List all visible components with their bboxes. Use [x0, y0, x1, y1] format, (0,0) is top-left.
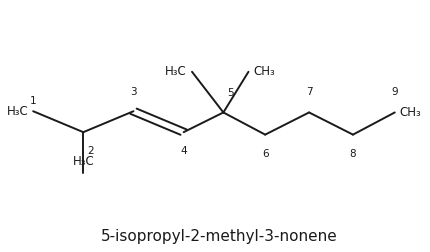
- Text: 5-isopropyl-2-methyl-3-nonene: 5-isopropyl-2-methyl-3-nonene: [101, 229, 337, 244]
- Text: 9: 9: [390, 87, 397, 97]
- Text: 7: 7: [305, 87, 312, 97]
- Text: 4: 4: [180, 146, 187, 156]
- Text: 8: 8: [349, 149, 356, 159]
- Text: H₃C: H₃C: [165, 65, 187, 78]
- Text: H₃C: H₃C: [6, 105, 28, 118]
- Text: 2: 2: [87, 146, 94, 156]
- Text: H₃C: H₃C: [72, 155, 94, 168]
- Text: 3: 3: [130, 87, 136, 97]
- Text: CH₃: CH₃: [399, 106, 421, 119]
- Text: CH₃: CH₃: [253, 65, 275, 78]
- Text: 5: 5: [227, 88, 233, 98]
- Text: 6: 6: [261, 149, 268, 159]
- Text: 1: 1: [30, 97, 37, 106]
